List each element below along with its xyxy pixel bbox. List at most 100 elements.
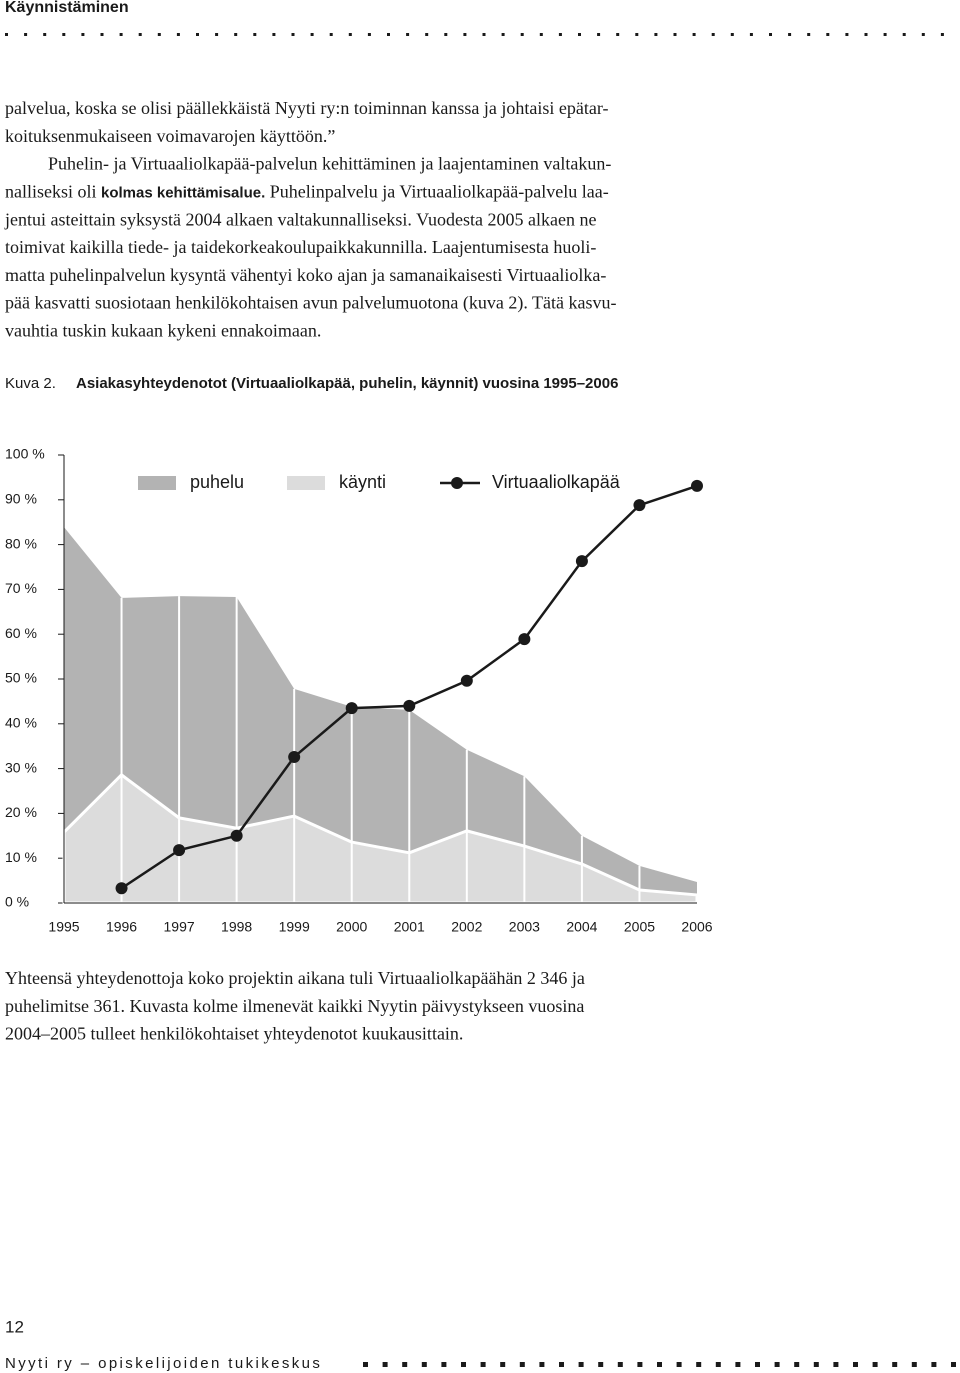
header-dot: [769, 33, 772, 36]
x-tick-label: 2006: [681, 919, 712, 935]
header-dot: [157, 33, 161, 36]
header-dot: [425, 33, 429, 36]
page-number: 12: [5, 1317, 24, 1336]
header-dot: [578, 33, 581, 36]
y-tick-label: 10 %: [5, 849, 37, 865]
area: [64, 527, 697, 903]
header-dot: [749, 33, 753, 36]
footer-dot: [382, 1362, 388, 1367]
y-tick-label: 60 %: [5, 625, 37, 641]
body-line: palvelua, koska se olisi päällekkäistä N…: [5, 98, 608, 118]
footer-dot: [715, 1362, 721, 1367]
body-line: nalliseksi oli kolmas kehittämisalue. Pu…: [5, 182, 609, 202]
footer-dot: [853, 1362, 858, 1367]
body-line: vauhtia tuskin kukaan kykeni ennakoimaan…: [5, 321, 321, 341]
footer-dot: [872, 1362, 878, 1367]
x-tick-label: 2003: [509, 919, 540, 935]
header-dot: [253, 33, 257, 36]
footer-dot: [578, 1362, 584, 1367]
header-dot: [272, 33, 276, 36]
header-dot: [100, 33, 104, 36]
figure-caption: Asiakasyhteydenotot (Virtuaaliolkapää, p…: [76, 375, 618, 392]
footer-dot: [931, 1362, 937, 1367]
header-dot: [62, 33, 66, 36]
header-dot: [711, 33, 715, 36]
header-dot: [635, 33, 639, 36]
header-dot: [501, 33, 505, 36]
footer-dot: [480, 1362, 486, 1367]
header-dot: [24, 33, 28, 36]
footer-dot: [794, 1362, 800, 1367]
footer-dot: [637, 1362, 643, 1367]
legend-label: puhelu: [190, 472, 244, 492]
footer-dot: [911, 1362, 917, 1367]
body-segment: Puhelinpalvelu ja Virtuaaliolkapää-palve…: [265, 182, 608, 202]
marker: [460, 674, 473, 687]
body-line: jentui asteittain syksystä 2004 alkaen v…: [4, 209, 596, 229]
figure-label: Kuva 2.: [5, 375, 56, 392]
header-dot: [463, 33, 467, 36]
x-tick-label: 2005: [624, 919, 655, 935]
header-dot: [673, 33, 677, 36]
x-tick-label: 2002: [451, 919, 482, 935]
y-tick-label: 0 %: [5, 894, 29, 910]
header-dot: [692, 33, 696, 36]
header-dot: [940, 33, 944, 36]
footer-dot: [421, 1362, 427, 1367]
header-dot: [81, 33, 85, 36]
footer-dot: [833, 1362, 839, 1367]
header-dot: [807, 33, 811, 36]
x-tick-label: 2004: [566, 919, 597, 935]
marker: [691, 479, 703, 492]
header-dot: [406, 33, 410, 36]
header-dot: [788, 33, 792, 36]
body-line: Yhteensä yhteydenottoja koko projektin a…: [5, 968, 585, 988]
footer-dot: [813, 1362, 819, 1367]
body-emphasis: kolmas kehittämisalue.: [101, 184, 265, 201]
footer-dot: [892, 1362, 898, 1367]
marker: [633, 499, 646, 512]
header-dot: [864, 33, 868, 36]
footer-dot: [363, 1362, 368, 1367]
footer-dot: [461, 1362, 466, 1367]
body-line: pää kasvatti suosiotaan henkilökohtaisen…: [5, 293, 617, 314]
footer-dot: [519, 1362, 525, 1367]
body-line: puhelimitse 361. Kuvasta kolme ilmenevät…: [5, 996, 584, 1016]
y-tick-label: 30 %: [5, 759, 37, 775]
y-tick-label: 70 %: [5, 580, 37, 596]
footer-dot: [696, 1362, 702, 1367]
x-tick-label: 1996: [106, 919, 137, 935]
footer-dot: [951, 1362, 956, 1367]
marker: [230, 829, 243, 842]
body-line: 2004–2005 tulleet henkilökohtaiset yhtey…: [5, 1024, 463, 1044]
x-tick-label: 2000: [336, 919, 367, 935]
header-dot: [367, 33, 371, 36]
header-dot: [826, 33, 830, 36]
header-dot: [730, 33, 734, 36]
body-line: Puhelin- ja Virtuaaliolkapää-palvelun ke…: [48, 154, 611, 174]
x-tick-label: 1995: [48, 919, 79, 935]
y-tick-label: 50 %: [5, 670, 37, 686]
legend-label: käynti: [339, 472, 386, 492]
y-tick-label: 40 %: [5, 715, 37, 731]
header-dot: [616, 33, 620, 36]
header-dot: [310, 33, 314, 36]
marker: [288, 750, 301, 763]
footer-dot: [755, 1362, 760, 1367]
marker: [115, 882, 128, 895]
footer-dot: [539, 1362, 545, 1367]
header-dot: [348, 33, 352, 36]
header-dot: [119, 33, 123, 36]
header-dot: [138, 33, 142, 36]
header-dot: [176, 33, 180, 36]
header-dot: [845, 33, 849, 36]
y-tick-label: 100 %: [5, 446, 45, 462]
header-dot: [234, 33, 238, 36]
header-dot: [196, 33, 199, 36]
marker: [403, 699, 416, 712]
footer-dot: [774, 1362, 780, 1367]
header-dot: [597, 33, 601, 36]
x-tick-label: 1998: [221, 919, 252, 935]
header-dot: [883, 33, 887, 36]
body-line: matta puhelinpalvelun kysyntä vähentyi k…: [5, 265, 606, 285]
